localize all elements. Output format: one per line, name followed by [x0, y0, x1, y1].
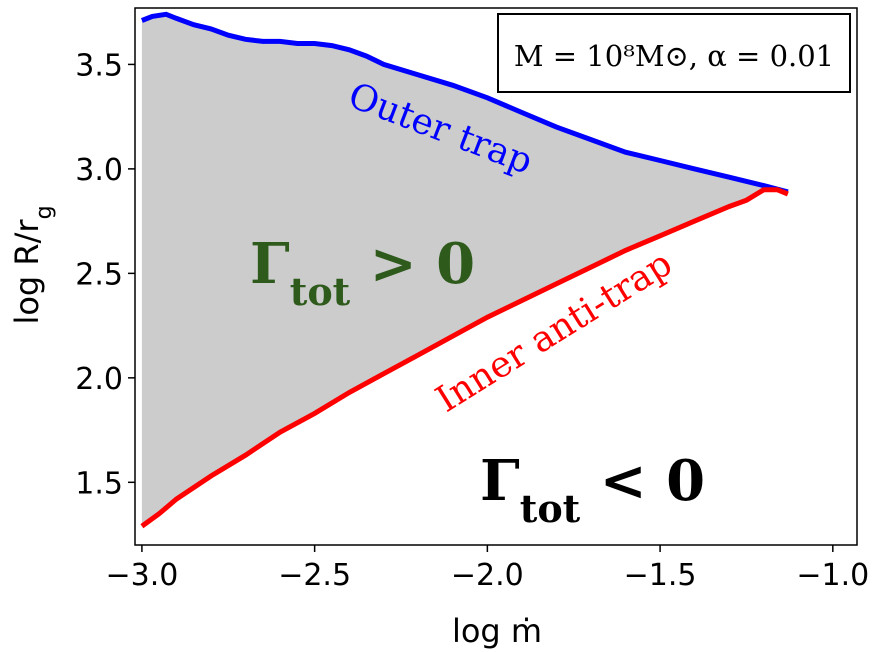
y-axis-label: log R/rg — [8, 205, 57, 324]
x-tick-label: −2.5 — [278, 558, 351, 593]
gamma-positive-sub: tot — [290, 269, 351, 314]
y-axis-label-sub: g — [32, 205, 57, 219]
gamma-negative-label: Γtot < 0 — [480, 448, 705, 531]
outer-trap-line — [140, 11, 789, 195]
gamma-negative-rel: < 0 — [580, 448, 705, 514]
positive-torque-region — [141, 14, 788, 527]
y-tick-label: 3.0 — [75, 153, 123, 188]
inner-anti-trap-line — [140, 187, 789, 529]
y-tick-label: 2.5 — [75, 257, 123, 292]
x-axis-label: log ṁ — [452, 612, 542, 650]
y-axis-label-main: log R/r — [8, 219, 46, 325]
gamma-negative-symbol: Γ — [480, 448, 520, 514]
y-axis-ticks: 1.5 2.0 2.5 3.0 3.5 — [75, 48, 135, 501]
parameter-box-text: M = 10⁸M⊙, α = 0.01 — [514, 39, 834, 73]
gamma-positive-rel: > 0 — [350, 231, 475, 297]
x-axis-ticks: −3.0 −2.5 −2.0 −1.5 −1.0 — [105, 545, 869, 593]
x-tick-label: −3.0 — [105, 558, 178, 593]
x-tick-label: −2.0 — [451, 558, 524, 593]
plot-frame — [134, 7, 858, 546]
gamma-positive-label: Γtot > 0 — [250, 231, 475, 314]
x-tick-label: −1.5 — [624, 558, 697, 593]
gamma-positive-symbol: Γ — [250, 231, 290, 297]
y-tick-label: 1.5 — [75, 466, 123, 501]
y-tick-label: 2.0 — [75, 362, 123, 397]
y-tick-label: 3.5 — [75, 48, 123, 83]
x-tick-label: −1.0 — [796, 558, 869, 593]
parameter-box — [497, 13, 851, 93]
gamma-negative-sub: tot — [520, 486, 581, 531]
